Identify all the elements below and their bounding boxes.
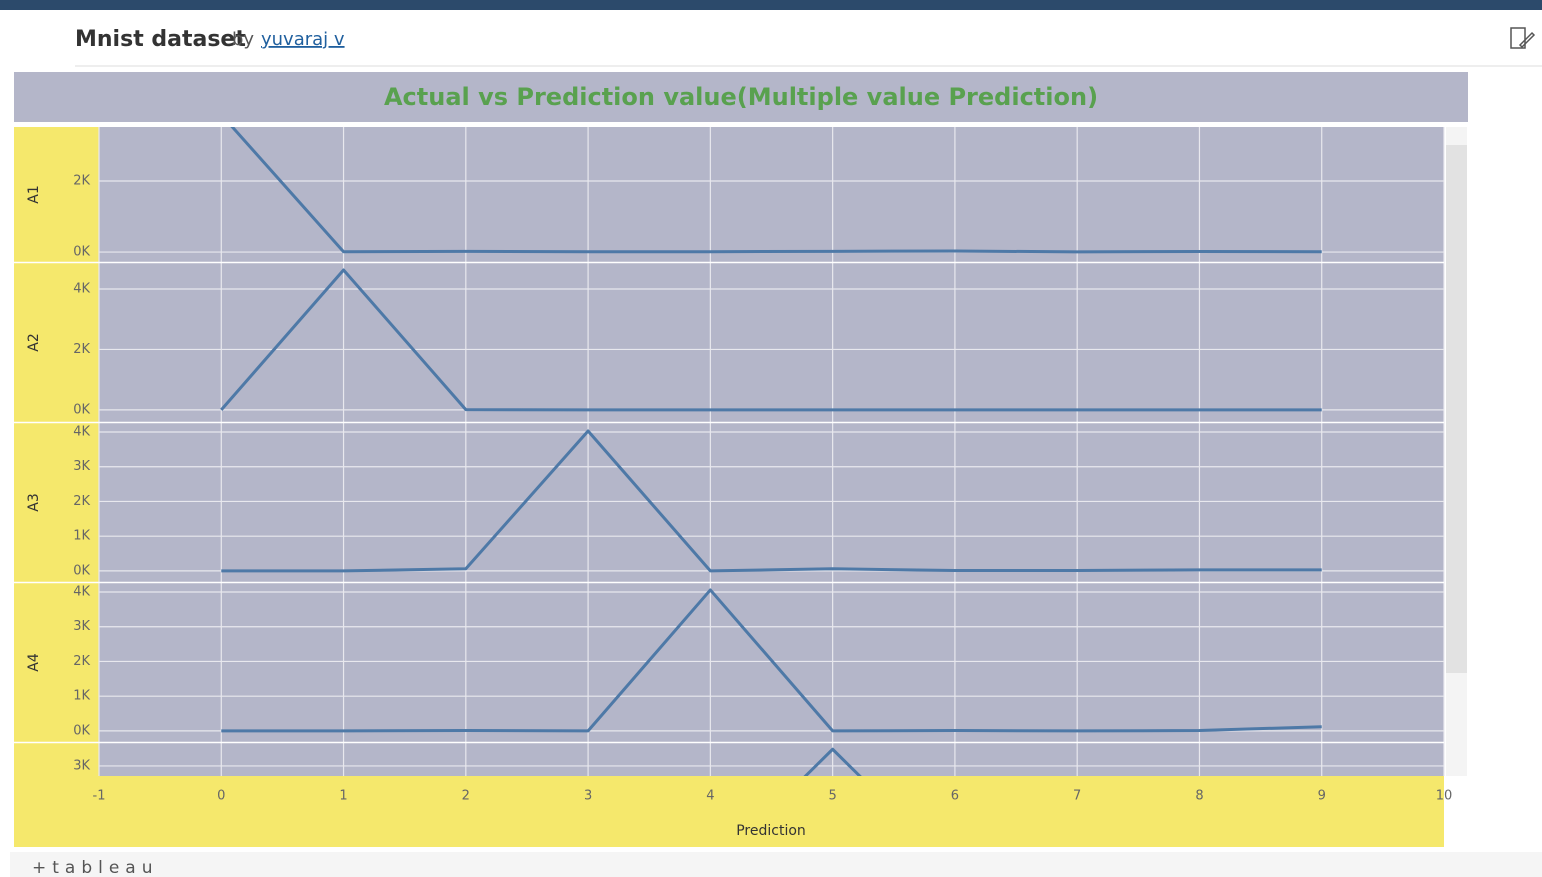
scrollbar-thumb[interactable] [1446,145,1467,673]
plot-area [99,127,1444,776]
series-line [230,127,1322,254]
panel [220,268,1322,412]
x-axis-title: Prediction [736,823,806,839]
y-tick-label: 0K [73,245,90,260]
y-tick-label: 3K [73,758,90,773]
row-label: A3 [26,493,42,511]
x-tick-label: 10 [1436,789,1453,804]
x-tick-label: 5 [828,789,836,804]
y-tick-label: 4K [73,281,90,296]
x-tick-label: 9 [1318,789,1326,804]
x-tick-label: 3 [584,789,592,804]
top-bar [0,0,1542,10]
row-label: A4 [26,653,42,672]
y-tick-label: 2K [73,654,90,669]
x-axis-band [99,776,1444,847]
y-tick-label: 0K [73,723,90,738]
x-tick-label: 1 [339,789,347,804]
y-tick-label: 3K [73,619,90,634]
series-line [221,588,1322,733]
series-line [221,429,1322,573]
x-tick-label: 8 [1195,789,1203,804]
panel [221,588,1322,733]
x-tick-label: 4 [706,789,714,804]
y-tick-label: 2K [73,174,90,189]
x-tick-label: -1 [93,789,106,804]
by-text: by [232,29,254,50]
x-tick-label: 6 [951,789,959,804]
y-tick-label: 0K [73,402,90,417]
x-tick-label: 0 [217,789,225,804]
workbook-title: Mnist dataset [75,27,246,52]
panel [221,429,1322,573]
author-link[interactable]: yuvaraj v [261,29,345,50]
x-tick-label: 7 [1073,789,1081,804]
spacer [14,122,1468,127]
chart-title: Actual vs Prediction value(Multiple valu… [384,83,1098,111]
y-tick-label: 2K [73,342,90,357]
x-tick-label: 2 [462,789,470,804]
y-tick-label: 0K [73,563,90,578]
y-tick-label: 1K [73,529,90,544]
y-tick-label: 4K [73,585,90,600]
panel [230,127,1322,254]
series-line [220,268,1322,412]
row-label: A2 [26,333,42,351]
title-band [14,72,1468,122]
footer [10,852,1542,877]
y-tick-label: 2K [73,494,90,509]
y-tick-label: 1K [73,689,90,704]
row-header-column [14,127,99,847]
y-tick-label: 4K [73,425,90,440]
y-tick-label: 3K [73,459,90,474]
edit-icon[interactable] [1510,27,1536,49]
row-label: A1 [26,185,42,203]
tableau-logo[interactable]: +tableau [32,858,159,877]
